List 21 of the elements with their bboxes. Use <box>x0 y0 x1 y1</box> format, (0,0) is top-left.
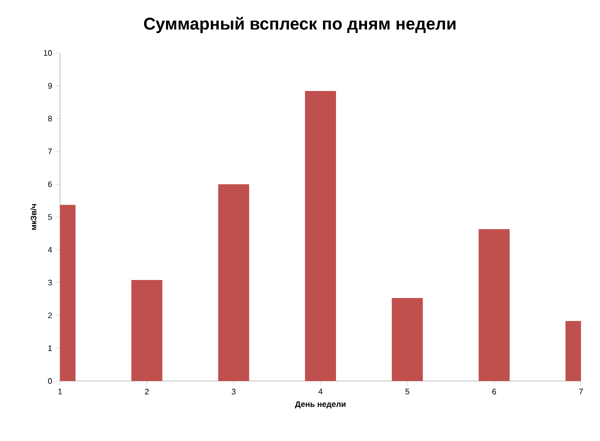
x-tick-label: 2 <box>145 388 149 394</box>
y-tick-label: 2 <box>48 312 52 318</box>
y-tick-label: 6 <box>48 181 52 188</box>
chart-title: Суммарный всплеск по дням недели <box>144 16 456 34</box>
x-axis-title: День недели <box>295 401 346 408</box>
y-axis-title: мкЗв/ч <box>30 204 36 230</box>
x-tick-label: 6 <box>492 388 496 394</box>
x-tick-label: 1 <box>58 388 62 394</box>
y-tick-label: 5 <box>48 214 52 220</box>
x-tick-label: 7 <box>579 388 583 394</box>
y-tick-label: 1 <box>48 345 52 351</box>
x-tick-label: 4 <box>318 388 322 394</box>
y-tick-label: 4 <box>48 247 52 253</box>
y-tick-label: 8 <box>48 116 52 122</box>
y-tick-label: 9 <box>48 82 52 89</box>
y-tick-label: 0 <box>48 378 52 384</box>
y-tick-label: 7 <box>48 148 52 154</box>
y-tick-label: 10 <box>44 50 52 56</box>
x-tick-label: 5 <box>405 388 410 394</box>
x-tick-label: 3 <box>232 388 236 394</box>
y-tick-label: 3 <box>48 280 52 286</box>
